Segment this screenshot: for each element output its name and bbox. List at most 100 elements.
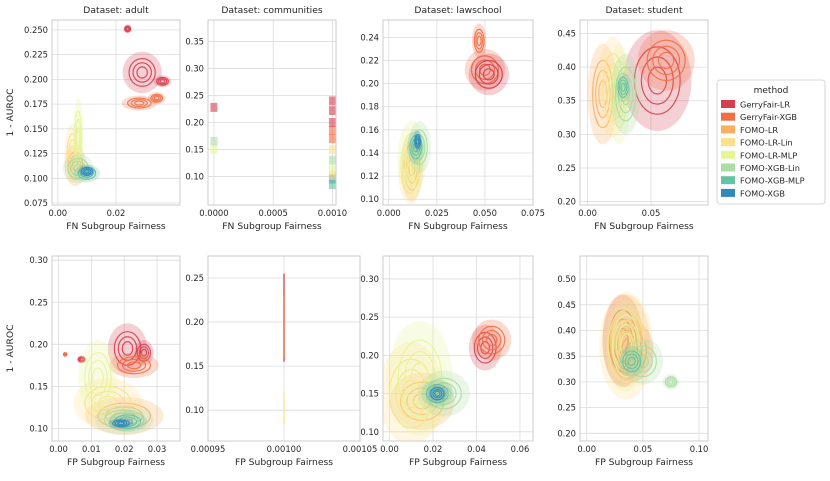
panel-title: Dataset: lawschool xyxy=(414,5,501,16)
kde-fomo-xgb xyxy=(108,418,134,429)
hist-bin-fomo-lr-mlp xyxy=(328,165,336,175)
kde-contour xyxy=(79,357,84,362)
kde-fomo-xgb xyxy=(78,165,96,178)
y-tick-label: 0.25 xyxy=(557,163,576,173)
kde-contour xyxy=(80,166,94,176)
y-tick-label: 0.16 xyxy=(360,125,379,135)
kde-contour xyxy=(632,349,653,373)
kde-contour xyxy=(157,77,168,85)
kde-fill xyxy=(637,30,695,91)
hist-bin-fomo-lr-lin xyxy=(328,170,336,180)
kde-contour xyxy=(127,97,152,109)
kde-contour xyxy=(76,127,81,151)
y-tick-label: 0.45 xyxy=(557,300,576,310)
kde-contour xyxy=(128,57,156,87)
hist-bin-fomo-xgb-lin xyxy=(328,155,336,165)
legend-swatch xyxy=(721,100,735,108)
y-tick-label: 0.14 xyxy=(360,148,379,158)
x-tick-label: 0.00095 xyxy=(191,444,226,454)
plot-area xyxy=(587,30,695,145)
kde-fill xyxy=(78,340,118,416)
panel-frame xyxy=(207,255,361,442)
y-tick-label: 0.10 xyxy=(29,423,48,433)
y-tick-label: 0.35 xyxy=(557,96,576,106)
kde-contour xyxy=(430,386,445,401)
kde-contour xyxy=(403,157,416,188)
y-tick-label: 0.25 xyxy=(557,403,576,413)
x-tick-label: 0.00 xyxy=(49,444,68,454)
y-tick-label: 0.20 xyxy=(360,350,379,360)
y-tick-label: 0.18 xyxy=(360,102,379,112)
y-tick-label: 0.25 xyxy=(185,273,204,283)
kde-fomo-lr-mlp xyxy=(78,340,118,416)
kde-fomo-xgb-mlp xyxy=(615,72,631,103)
y-axis-label: 1 - AUROC xyxy=(5,88,16,136)
kde-fomo-xgb xyxy=(413,131,422,152)
kde-contour xyxy=(474,59,503,89)
x-tick-label: 0.00 xyxy=(380,444,399,454)
panel-frame xyxy=(382,19,534,206)
panel-fn-adult: 0.00 0.02 0.075 0.100 0.125 0.150 0.175 0.200 0.… xyxy=(5,5,181,232)
legend-swatch xyxy=(721,138,735,147)
y-tick-label: 0.250 xyxy=(24,25,48,35)
kde-contour xyxy=(602,53,624,122)
kde-fill xyxy=(109,352,159,378)
legend-swatch xyxy=(721,112,735,121)
x-tick-label: 0.10 xyxy=(690,444,709,454)
panel-fn-lawschool: 0.000 0.025 0.050 0.075 0.10 0.12 0.14 0.16 0.18… xyxy=(360,5,545,232)
kde-gerryfair-xgb xyxy=(121,95,157,111)
panel-frame xyxy=(51,255,181,442)
kde-contour xyxy=(646,39,686,82)
kde-contour xyxy=(425,383,449,404)
panel-fp-student: 0.00 0.05 0.10 0.20 0.25 0.30 0.35 0.40 0.45 0.50… xyxy=(557,255,709,468)
kde-contour xyxy=(614,318,638,363)
kde-contour xyxy=(617,76,629,98)
kde-contour xyxy=(612,320,640,372)
legend-entry-label: FOMO-XGB-MLP xyxy=(740,176,805,186)
x-tick-label: 0.02 xyxy=(115,444,134,454)
kde-contour xyxy=(112,419,130,428)
kde-contour xyxy=(436,386,452,401)
hist-bin-gerryfair-lr xyxy=(328,106,336,116)
kde-gerryfair-lr xyxy=(153,75,172,88)
panel-fp-adult: 0.00 0.01 0.02 0.03 0.10 0.15 0.20 0.25 0.30 FP S… xyxy=(5,255,181,468)
kde-contour xyxy=(618,330,634,361)
kde-contour xyxy=(640,56,674,105)
y-tick-label: 0.15 xyxy=(185,361,204,371)
kde-contour xyxy=(121,358,147,372)
legend-frame xyxy=(716,79,826,205)
legend-entry-label: GerryFair-XGB xyxy=(740,112,797,122)
y-tick-label: 0.20 xyxy=(557,428,576,438)
x-axis-label: FP Subgroup Fairness xyxy=(235,457,333,468)
kde-gerryfair-xgb xyxy=(472,319,512,361)
kde-contour xyxy=(622,350,642,373)
kde-contour xyxy=(410,362,430,395)
kde-contour xyxy=(134,100,145,106)
kde-contour xyxy=(478,325,506,355)
kde-gerryfair-xgb xyxy=(62,351,68,357)
panel-frame xyxy=(51,19,181,206)
kde-contour xyxy=(666,377,676,387)
kde-gerryfair-lr xyxy=(468,324,502,371)
kde-fill xyxy=(107,323,148,374)
y-tick-label: 0.30 xyxy=(360,274,379,284)
kde-contour xyxy=(652,45,681,76)
y-tick-label: 0.075 xyxy=(24,198,48,208)
x-tick-label: 0.050 xyxy=(473,208,497,218)
x-tick-label: 0.00 xyxy=(578,208,597,218)
kde-contour xyxy=(592,59,614,129)
y-tick-label: 0.10 xyxy=(360,427,379,437)
hist-bin-gerryfair-lr xyxy=(328,96,336,106)
kde-contour xyxy=(624,353,639,370)
kde-contour xyxy=(627,356,636,367)
kde-contour xyxy=(159,79,166,84)
kde-contour xyxy=(136,66,149,79)
panel-frame xyxy=(579,255,709,442)
kde-fill xyxy=(602,294,643,388)
x-tick-label: 0.00 xyxy=(577,444,596,454)
panel-frame xyxy=(579,19,709,206)
y-tick-label: 0.30 xyxy=(557,129,576,139)
y-tick-label: 0.200 xyxy=(24,74,48,84)
kde-contour xyxy=(117,356,152,375)
kde-fill xyxy=(472,319,512,361)
